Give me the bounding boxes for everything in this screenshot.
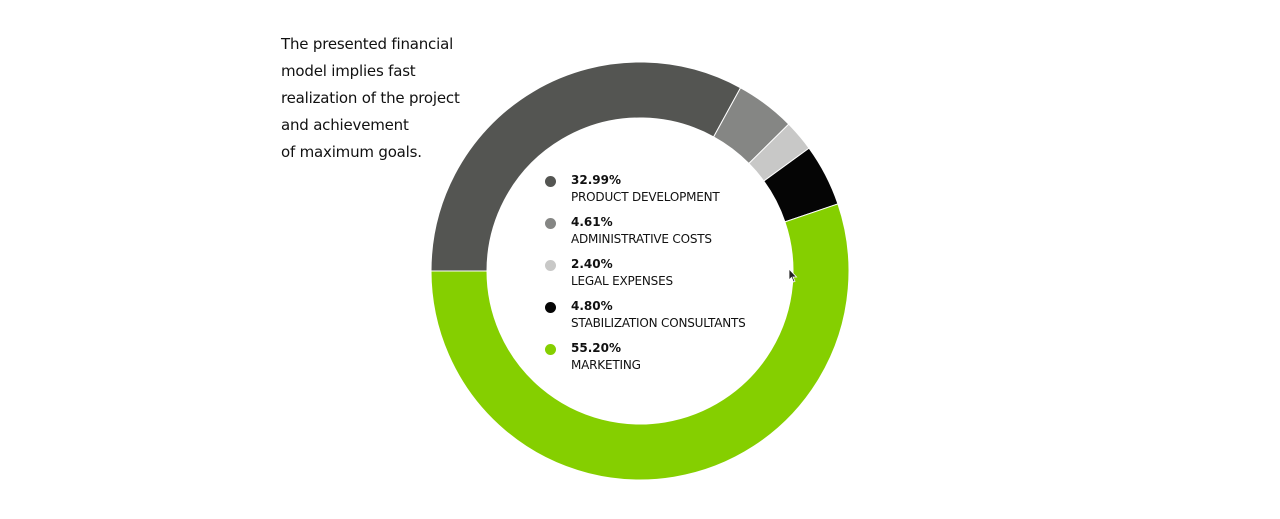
legend-item-legal-expenses: 2.40% LEGAL EXPENSES [542,256,802,298]
intro-line: The presented financial [281,35,454,53]
legend-item-administrative-costs: 4.61% ADMINISTRATIVE COSTS [542,214,802,256]
legend-dot [545,218,556,229]
legend-item-product-development: 32.99% PRODUCT DEVELOPMENT [542,172,802,214]
legend-label: STABILIZATION CONSULTANTS [571,316,746,330]
legend-dot [545,176,556,187]
legend-value: 4.80% [571,299,613,313]
legend-value: 4.61% [571,215,613,229]
legend-dot [545,344,556,355]
donut-slice-product-development [430,61,742,272]
legend-label: LEGAL EXPENSES [571,274,673,288]
legend-value: 2.40% [571,257,613,271]
legend-value: 55.20% [571,341,621,355]
intro-line: realization of the project [281,89,460,107]
legend-label: ADMINISTRATIVE COSTS [571,232,712,246]
legend-item-marketing: 55.20% MARKETING [542,340,802,382]
legend-dot [545,260,556,271]
intro-line: of maximum goals. [281,143,422,161]
intro-line: and achievement [281,116,409,134]
chart-legend: 32.99% PRODUCT DEVELOPMENT 4.61% ADMINIS… [542,172,802,382]
legend-value: 32.99% [571,173,621,187]
legend-label: MARKETING [571,358,641,372]
legend-item-stabilization-consultants: 4.80% STABILIZATION CONSULTANTS [542,298,802,340]
legend-dot [545,302,556,313]
donut-slice-marketing [430,203,850,481]
legend-label: PRODUCT DEVELOPMENT [571,190,720,204]
intro-line: model implies fast [281,62,416,80]
mouse-pointer-icon [788,268,798,283]
intro-text: The presented financial model implies fa… [281,31,501,166]
